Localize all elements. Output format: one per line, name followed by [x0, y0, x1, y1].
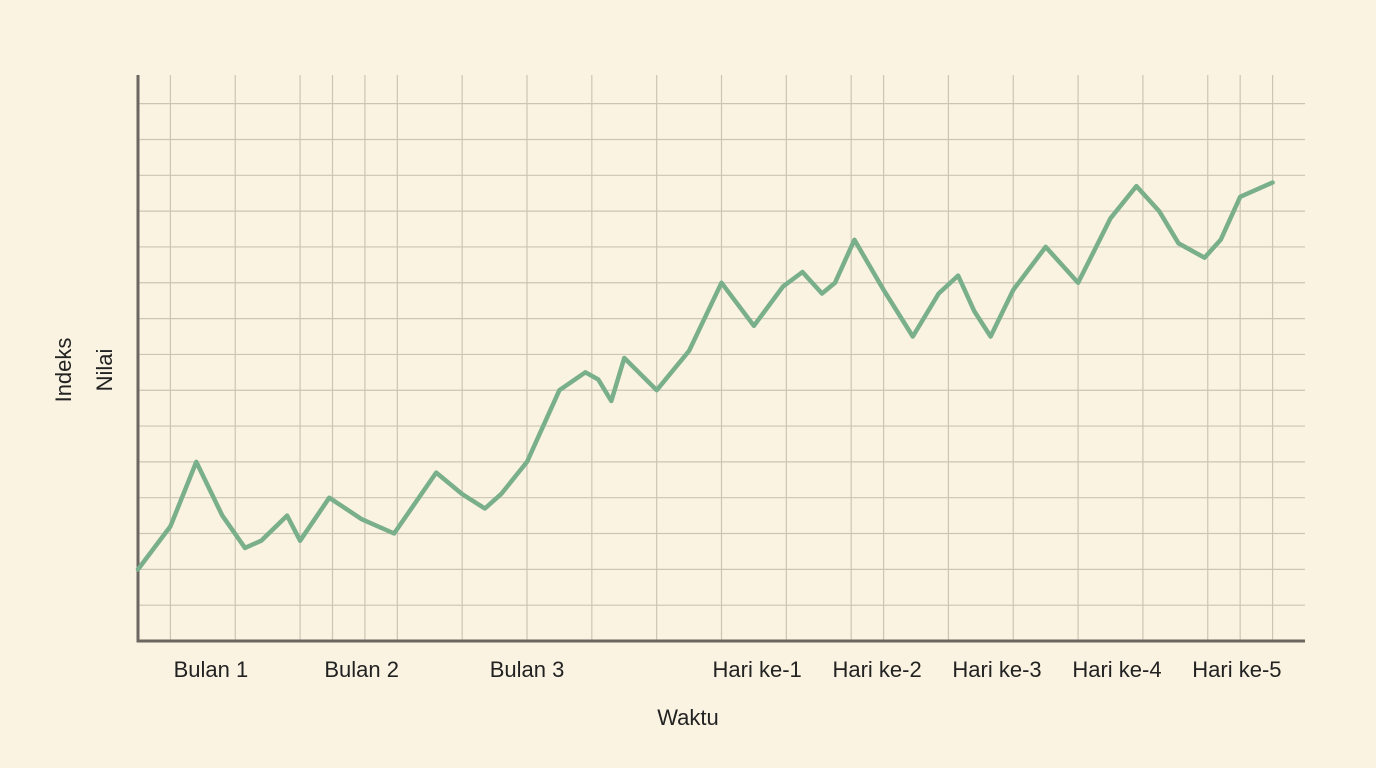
x-tick-label: Hari ke-2 — [832, 657, 921, 682]
x-axis-label: Waktu — [657, 705, 719, 730]
y-axis-label: Indeks — [51, 338, 76, 403]
x-tick-label: Hari ke-5 — [1192, 657, 1281, 682]
data-line — [135, 180, 1275, 572]
x-tick-label: Hari ke-4 — [1072, 657, 1161, 682]
x-tick-label: Bulan 2 — [324, 657, 399, 682]
x-tick-label: Hari ke-1 — [713, 657, 802, 682]
x-tick-label: Bulan 1 — [174, 657, 249, 682]
x-tick-label: Bulan 3 — [490, 657, 565, 682]
x-tick-label: Hari ke-3 — [952, 657, 1041, 682]
y-axis-label: Nilai — [92, 349, 117, 392]
